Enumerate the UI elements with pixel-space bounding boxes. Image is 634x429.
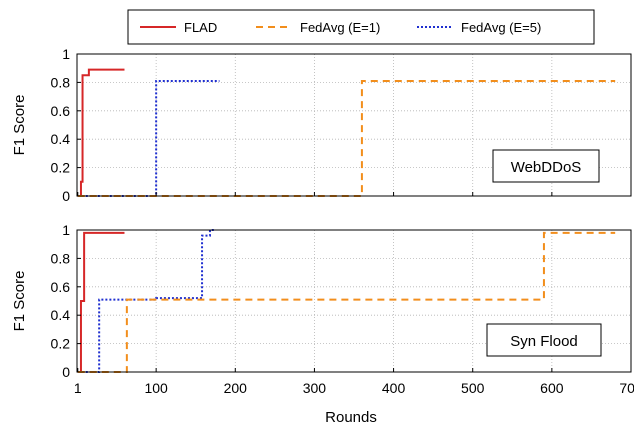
legend-label-fedavg-e1: FedAvg (E=1) — [300, 20, 380, 35]
webddos-y-tick-label: 1 — [62, 46, 70, 62]
webddos-y-tick-label: 0.8 — [51, 74, 71, 90]
synflood-series-fedavg-e5 — [77, 229, 216, 373]
legend-label-fedavg-e5: FedAvg (E=5) — [461, 20, 541, 35]
synflood-y-tick-label: 0.2 — [51, 336, 71, 352]
legend-label-flad: FLAD — [184, 20, 217, 35]
synflood-x-tick-label: 200 — [224, 380, 248, 396]
synflood-x-tick-label: 600 — [540, 380, 564, 396]
webddos-plot-frame — [76, 53, 632, 197]
webddos-series-fedavg-e5 — [77, 79, 220, 197]
synflood-annotation-label: Syn Flood — [510, 333, 578, 350]
synflood-x-tick-label: 100 — [144, 380, 168, 396]
synflood-y-tick-label: 1 — [62, 222, 70, 238]
x-axis-label: Rounds — [325, 409, 377, 426]
webddos-panel: 0 0.2 0.4 0.6 0.8 1 F1 Score WebDDoS — [11, 46, 632, 204]
synflood-y-tick-label: 0 — [62, 364, 70, 380]
synflood-x-tick-label: 700 — [619, 380, 634, 396]
webddos-y-tick-label: 0.4 — [51, 131, 71, 147]
webddos-annotation-box — [492, 149, 600, 183]
synflood-x-tick-label: 300 — [303, 380, 327, 396]
synflood-x-tick-label: 400 — [382, 380, 406, 396]
webddos-y-tick-label: 0 — [62, 188, 70, 204]
synflood-y-tick-label: 0.6 — [51, 279, 71, 295]
synflood-x-tick-label: 500 — [461, 380, 485, 396]
webddos-series-fedavg-e1 — [77, 79, 616, 197]
webddos-annotation-label: WebDDoS — [511, 159, 582, 176]
webddos-y-tick-label: 0.6 — [51, 103, 71, 119]
legend: FLAD FedAvg (E=1) FedAvg (E=5) — [127, 9, 595, 45]
synflood-y-tick-label: 0.4 — [51, 307, 71, 323]
synflood-series-flad — [77, 231, 125, 373]
synflood-annotation-box — [486, 323, 602, 357]
webddos-y-axis-label: F1 Score — [11, 95, 28, 156]
synflood-plot-frame — [76, 229, 632, 373]
synflood-panel: 0 0.2 0.4 0.6 0.8 1 1 100 200 300 400 500 600 700 F1 S… — [11, 222, 634, 396]
synflood-y-axis-label: F1 Score — [11, 271, 28, 332]
legend-frame — [127, 9, 595, 45]
synflood-y-tick-label: 0.8 — [51, 250, 71, 266]
webddos-series-flad — [77, 68, 125, 197]
synflood-x-tick-label: 1 — [74, 380, 82, 396]
webddos-y-tick-label: 0.2 — [51, 160, 71, 176]
